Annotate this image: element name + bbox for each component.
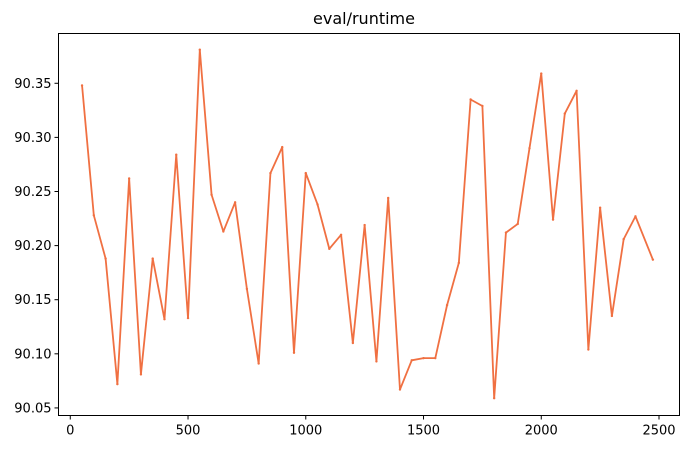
data-point (339, 233, 343, 236)
data-point (445, 303, 449, 307)
data-point (80, 84, 84, 87)
data-point (410, 359, 413, 362)
y-tick-label: 90.10 (14, 347, 51, 362)
data-point (575, 89, 578, 93)
x-axis: 0 500 1000 1500 2000 2500 (66, 415, 676, 439)
data-point (492, 396, 496, 400)
data-point (540, 72, 543, 75)
data-point (163, 317, 166, 321)
data-point (304, 171, 307, 175)
data-point (116, 382, 119, 386)
data-point (375, 360, 378, 363)
data-point (598, 206, 602, 209)
data-point (186, 316, 190, 320)
y-tick-label: 90.35 (14, 77, 51, 92)
axes-frame (58, 33, 680, 416)
y-tick-label: 90.30 (14, 131, 51, 146)
data-point (127, 177, 131, 180)
series-line (81, 48, 654, 400)
x-tick-label: 2500 (642, 424, 675, 439)
data-point (245, 287, 249, 291)
data-point (434, 356, 437, 360)
x-tick-label: 0 (66, 424, 74, 439)
plot-area (80, 48, 655, 400)
data-point (622, 237, 625, 241)
data-point (198, 48, 201, 51)
data-point (457, 261, 461, 265)
data-point (651, 258, 655, 261)
data-point (422, 356, 425, 360)
y-tick-label: 90.25 (14, 185, 51, 200)
data-point (151, 257, 154, 260)
data-point (316, 203, 319, 206)
data-point (481, 104, 484, 108)
data-point (222, 230, 225, 233)
data-point (328, 247, 331, 251)
data-point (210, 193, 213, 196)
data-point (398, 388, 402, 391)
y-tick-label: 90.05 (14, 401, 51, 416)
data-point (587, 348, 590, 351)
data-point (92, 214, 96, 217)
data-point (281, 145, 284, 149)
data-point (563, 112, 567, 115)
data-point (386, 196, 390, 200)
y-tick-label: 90.15 (14, 293, 51, 308)
data-point (292, 351, 296, 354)
data-point (351, 341, 355, 345)
chart-title: eval/runtime (313, 9, 415, 28)
y-tick-label: 90.20 (14, 239, 51, 254)
data-point (469, 98, 472, 101)
data-point (104, 257, 107, 260)
data-point (551, 218, 555, 221)
x-tick-label: 1000 (289, 424, 322, 439)
y-axis: 90.05 90.10 90.15 90.20 90.25 90.30 90.35 (14, 77, 59, 416)
data-point (528, 147, 531, 150)
data-point (139, 373, 143, 376)
data-point (516, 222, 519, 226)
data-point (363, 223, 366, 227)
data-point (175, 153, 178, 156)
x-tick-label: 500 (176, 424, 201, 439)
data-point (257, 362, 260, 365)
x-tick-label: 1500 (407, 424, 440, 439)
data-point (634, 215, 637, 218)
x-tick-label: 2000 (525, 424, 558, 439)
data-point (610, 314, 614, 318)
data-point (269, 171, 272, 175)
data-point (504, 231, 508, 234)
data-point (233, 201, 237, 204)
